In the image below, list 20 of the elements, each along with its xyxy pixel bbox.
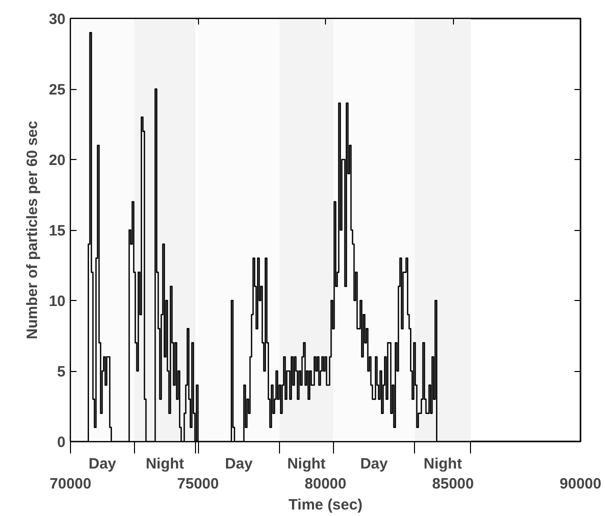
y-tick-label: 30 bbox=[48, 11, 66, 28]
x-tick-label: 85000 bbox=[432, 476, 474, 492]
x-axis-title: Time (sec) bbox=[288, 496, 362, 514]
band-label: Day bbox=[360, 456, 388, 472]
band-label: Night bbox=[146, 456, 184, 472]
x-tick-label: 75000 bbox=[177, 476, 219, 492]
y-axis-title: Number of particles per 60 sec bbox=[24, 120, 41, 340]
band-label: Day bbox=[88, 456, 117, 472]
x-tick-label: 70000 bbox=[50, 476, 92, 492]
band-label: Night bbox=[424, 456, 462, 472]
band-label: Night bbox=[287, 456, 326, 472]
y-tick-label: 5 bbox=[57, 364, 66, 380]
y-tick-label: 0 bbox=[57, 434, 66, 451]
x-tick-label: 80000 bbox=[304, 476, 346, 492]
y-tick-label: 25 bbox=[48, 82, 66, 98]
band-label: Day bbox=[225, 456, 254, 472]
y-tick-label: 10 bbox=[48, 293, 66, 310]
y-tick-label: 15 bbox=[48, 222, 66, 240]
x-tick-label: 90000 bbox=[560, 476, 602, 492]
y-tick-label: 20 bbox=[48, 152, 66, 169]
